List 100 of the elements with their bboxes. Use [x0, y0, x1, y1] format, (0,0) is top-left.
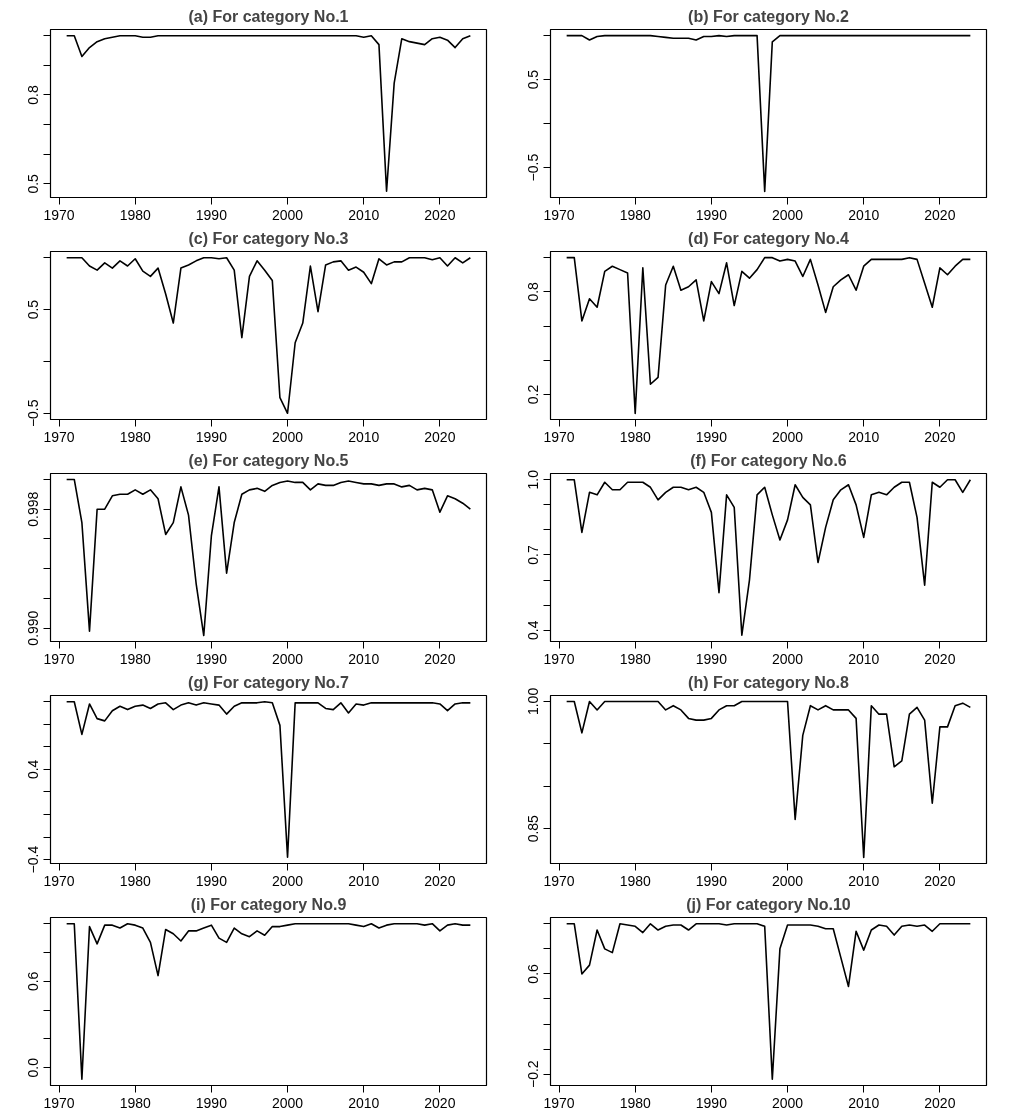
x-tick-label: 2010	[348, 1094, 380, 1111]
x-tick-label: 1970	[543, 872, 575, 889]
x-tick-label: 1990	[195, 650, 228, 667]
y-tick-label: −0.4	[25, 845, 42, 874]
x-tick-label: 1990	[195, 1094, 228, 1111]
y-tick-label: 0.6	[525, 963, 542, 984]
line-series	[565, 478, 972, 637]
x-tick-label: 1990	[195, 872, 228, 889]
x-tick-label: 1990	[195, 428, 228, 445]
x-tick-label: 1990	[695, 650, 728, 667]
y-tick-label: 0.998	[25, 491, 42, 527]
x-tick-label: 1990	[695, 206, 728, 223]
x-tick-label: 2010	[848, 1094, 880, 1111]
y-tick-label: 1.00	[525, 687, 542, 716]
x-tick-label: 2020	[924, 428, 956, 445]
line-series	[565, 700, 972, 859]
line-series	[65, 700, 472, 859]
x-tick-label: 1980	[119, 206, 151, 223]
chart-title: (i) For category No.9	[190, 895, 347, 913]
chart-title: (b) For category No.2	[688, 7, 850, 25]
x-tick-label: 2020	[924, 872, 956, 889]
y-tick-label: −0.2	[525, 1060, 542, 1089]
x-tick-label: 2010	[348, 872, 380, 889]
x-tick-label: 2020	[424, 872, 456, 889]
y-tick-label: 0.8	[525, 281, 542, 302]
x-tick-label: 2000	[771, 428, 804, 445]
chart-title: (j) For category No.10	[686, 895, 851, 913]
y-tick-label: 0.990	[25, 610, 42, 646]
x-tick-label: 1980	[119, 872, 151, 889]
line-series	[565, 922, 972, 1081]
x-tick-label: 1980	[619, 872, 651, 889]
y-tick-label: 0.4	[525, 620, 542, 640]
y-tick-label: 0.2	[525, 384, 542, 405]
x-tick-label: 2020	[424, 206, 456, 223]
x-tick-label: 1990	[195, 206, 228, 223]
x-tick-label: 1980	[619, 206, 651, 223]
chart-title: (c) For category No.3	[188, 229, 349, 247]
x-tick-label: 2020	[924, 650, 956, 667]
y-tick-label: 0.5	[25, 173, 42, 194]
x-tick-label: 2020	[424, 1094, 456, 1111]
x-tick-label: 1970	[543, 428, 575, 445]
x-tick-label: 1980	[619, 428, 651, 445]
y-tick-label: 0.0	[25, 1057, 42, 1078]
x-tick-label: 2000	[771, 206, 804, 223]
y-tick-label: 0.6	[25, 971, 42, 992]
x-tick-label: 2010	[348, 206, 380, 223]
x-tick-label: 2010	[348, 650, 380, 667]
x-tick-label: 2000	[271, 1094, 304, 1111]
y-tick-label: 1.0	[525, 469, 542, 490]
chart-title: (a) For category No.1	[188, 7, 349, 25]
x-tick-label: 1970	[543, 650, 575, 667]
x-tick-label: 2020	[924, 1094, 956, 1111]
x-tick-label: 1990	[695, 1094, 728, 1111]
x-tick-label: 1990	[695, 872, 728, 889]
x-tick-label: 1980	[119, 650, 151, 667]
chart-title: (e) For category No.5	[188, 451, 349, 469]
chart-title: (f) For category No.6	[690, 451, 847, 469]
x-tick-label: 2010	[848, 206, 880, 223]
x-tick-label: 2000	[771, 1094, 804, 1111]
x-tick-label: 2020	[924, 206, 956, 223]
y-tick-label: 0.85	[525, 814, 542, 843]
line-series	[565, 256, 972, 415]
x-tick-label: 2010	[848, 428, 880, 445]
x-tick-label: 2000	[271, 650, 304, 667]
x-tick-label: 1980	[619, 1094, 651, 1111]
line-series	[65, 256, 472, 415]
x-tick-label: 1970	[543, 1094, 575, 1111]
x-tick-label: 1970	[43, 650, 75, 667]
x-tick-label: 1970	[43, 428, 75, 445]
line-series	[65, 478, 472, 637]
y-tick-label: 0.7	[525, 545, 542, 565]
x-tick-label: 2000	[271, 428, 304, 445]
y-tick-label: −0.5	[525, 153, 542, 182]
y-tick-label: 0.4	[25, 759, 42, 780]
x-tick-label: 1970	[43, 206, 75, 223]
x-tick-label: 2000	[771, 650, 804, 667]
chart-title: (h) For category No.8	[688, 673, 850, 691]
y-tick-label: 0.5	[25, 299, 42, 320]
line-series	[65, 922, 472, 1081]
y-tick-label: −0.5	[25, 399, 42, 428]
x-tick-label: 1980	[619, 650, 651, 667]
line-series	[565, 34, 972, 193]
x-tick-label: 1970	[543, 206, 575, 223]
line-series	[65, 34, 472, 193]
x-tick-label: 2000	[271, 206, 304, 223]
chart-title: (d) For category No.4	[688, 229, 850, 247]
x-tick-label: 1980	[119, 1094, 151, 1111]
x-tick-label: 2000	[271, 872, 304, 889]
chart-title: (g) For category No.7	[188, 673, 350, 691]
x-tick-label: 2020	[424, 650, 456, 667]
x-tick-label: 1980	[119, 428, 151, 445]
x-tick-label: 2020	[424, 428, 456, 445]
y-tick-label: 0.8	[25, 85, 42, 105]
x-tick-label: 1990	[695, 428, 728, 445]
x-tick-label: 2010	[848, 872, 880, 889]
x-tick-label: 2000	[771, 872, 804, 889]
x-tick-label: 1970	[43, 1094, 75, 1111]
y-tick-label: 0.5	[525, 69, 542, 90]
x-tick-label: 2010	[848, 650, 880, 667]
x-tick-label: 1970	[43, 872, 75, 889]
